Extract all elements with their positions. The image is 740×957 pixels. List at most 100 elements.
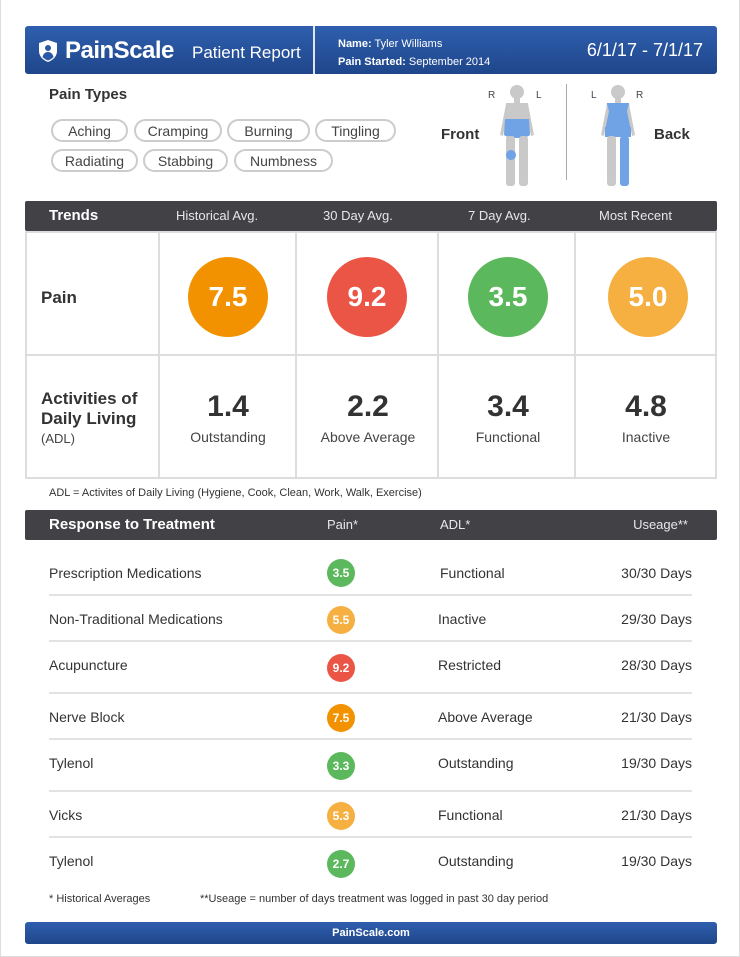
pain-types-title: Pain Types — [49, 86, 128, 103]
treatment-adl: Inactive — [438, 611, 487, 627]
col-most-recent: Most Recent — [599, 208, 672, 223]
adl-30-day-word: Above Average — [320, 429, 416, 445]
pain-type-chip: Tingling — [315, 119, 396, 142]
trends-grid: Pain 7.5 9.2 3.5 5.0 Activities of Daily… — [25, 231, 717, 479]
row-separator — [49, 692, 692, 694]
pain-30-day-circle: 9.2 — [327, 257, 407, 337]
col-adl: ADL* — [440, 517, 471, 532]
treatment-usage: 28/30 Days — [621, 657, 692, 673]
treatment-pain-dot: 9.2 — [327, 654, 355, 682]
adl-row-title: Activities of Daily Living (ADL) — [41, 389, 137, 449]
pain-cell — [439, 233, 576, 356]
pain-started-value: September 2014 — [408, 56, 491, 68]
patient-info: Name: Tyler Williams Pain Started: Septe… — [338, 35, 490, 71]
treatment-usage: 21/30 Days — [621, 807, 692, 823]
adl-most-recent-value: 4.8 — [625, 390, 667, 423]
front-label: Front — [441, 126, 480, 143]
treatment-usage: 19/30 Days — [621, 853, 692, 869]
brand-logo: PainScale — [37, 37, 174, 65]
adl-cell — [160, 356, 297, 477]
name-label: Name: — [338, 38, 372, 50]
usage-footnote: **Useage = number of days treatment was … — [200, 893, 549, 905]
header-divider — [313, 26, 315, 74]
shield-person-icon — [39, 40, 57, 62]
report-title: Patient Report — [192, 43, 301, 62]
front-right-mark: R — [488, 90, 496, 101]
col-usage: Useage** — [633, 517, 688, 532]
treatment-name: Tylenol — [49, 853, 94, 869]
treatment-usage: 19/30 Days — [621, 755, 692, 771]
treatment-adl: Above Average — [438, 709, 533, 725]
adl-7-day-word: Functional — [475, 429, 541, 445]
patient-name: Tyler Williams — [374, 38, 443, 50]
treatment-name: Non-Traditional Medications — [49, 611, 223, 627]
col-7-day: 7 Day Avg. — [468, 208, 531, 223]
pain-historical-circle: 7.5 — [188, 257, 268, 337]
pain-type-chip: Aching — [51, 119, 128, 142]
treatment-name: Acupuncture — [49, 657, 128, 673]
treatment-name: Nerve Block — [49, 709, 125, 725]
historical-footnote: * Historical Averages — [49, 893, 151, 905]
trends-header-bar: Trends Historical Avg. 30 Day Avg. 7 Day… — [25, 201, 717, 231]
figure-divider — [566, 84, 567, 180]
footer-site[interactable]: PainScale.com — [332, 927, 410, 939]
col-30-day: 30 Day Avg. — [323, 208, 393, 223]
treatment-usage: 30/30 Days — [621, 565, 692, 581]
pain-type-chip: Numbness — [234, 149, 333, 172]
row-separator — [49, 640, 692, 642]
treatment-pain-dot: 7.5 — [327, 704, 355, 732]
adl-cell — [439, 356, 576, 477]
adl-title-line2: Daily Living — [41, 409, 137, 428]
adl-historical-value: 1.4 — [207, 390, 249, 423]
trends-title: Trends — [49, 207, 99, 224]
treatment-pain-dot: 3.5 — [327, 559, 355, 587]
adl-label-cell — [27, 356, 160, 477]
pain-label-cell — [27, 233, 160, 356]
pain-cell — [576, 233, 715, 356]
row-separator — [49, 836, 692, 838]
treatment-name: Tylenol — [49, 755, 94, 771]
adl-title-line1: Activities of — [41, 389, 138, 408]
treatment-name: Vicks — [49, 807, 83, 823]
treatment-adl: Functional — [440, 565, 505, 581]
front-left-mark: L — [536, 90, 542, 101]
treatment-adl: Outstanding — [438, 755, 514, 771]
brand-name: PainScale — [65, 37, 174, 64]
back-left-mark: L — [591, 90, 597, 101]
row-separator — [49, 594, 692, 596]
treatment-pain-dot: 3.3 — [327, 752, 355, 780]
treatment-pain-dot: 5.5 — [327, 606, 355, 634]
adl-7-day-value: 3.4 — [487, 390, 529, 423]
pain-started-label: Pain Started: — [338, 56, 406, 68]
treatment-header-bar: Response to Treatment Pain* ADL* Useage*… — [25, 510, 717, 540]
back-label: Back — [654, 126, 690, 143]
treatment-title: Response to Treatment — [49, 516, 215, 533]
treatment-adl: Functional — [438, 807, 503, 823]
treatment-name: Prescription Medications — [49, 565, 202, 581]
treatment-pain-dot: 2.7 — [327, 850, 355, 878]
row-separator — [49, 738, 692, 740]
adl-30-day-value: 2.2 — [347, 390, 389, 423]
back-right-mark: R — [636, 90, 644, 101]
col-pain: Pain* — [327, 517, 359, 532]
treatment-pain-dot: 5.3 — [327, 802, 355, 830]
adl-most-recent-word: Inactive — [621, 429, 671, 445]
footer-bar: PainScale.com — [25, 922, 717, 944]
pain-7-day-circle: 3.5 — [468, 257, 548, 337]
adl-historical-word: Outstanding — [190, 429, 266, 445]
pain-cell — [297, 233, 439, 356]
pain-row-title: Pain — [41, 288, 77, 307]
back-body-figure — [601, 85, 635, 186]
pain-type-chip: Stabbing — [143, 149, 228, 172]
pain-type-chip: Cramping — [134, 119, 222, 142]
pain-cell — [160, 233, 297, 356]
row-separator — [49, 790, 692, 792]
pain-type-chip: Radiating — [51, 149, 138, 172]
pain-most-recent-circle: 5.0 — [608, 257, 688, 337]
treatment-usage: 29/30 Days — [621, 611, 692, 627]
adl-footnote: ADL = Activites of Daily Living (Hygiene… — [49, 487, 422, 499]
pain-type-chip: Burning — [227, 119, 310, 142]
report-header: PainScale Patient Report Name: Tyler Wil… — [25, 26, 717, 74]
treatment-adl: Restricted — [438, 657, 502, 673]
adl-title-abbr: (ADL) — [41, 431, 75, 446]
